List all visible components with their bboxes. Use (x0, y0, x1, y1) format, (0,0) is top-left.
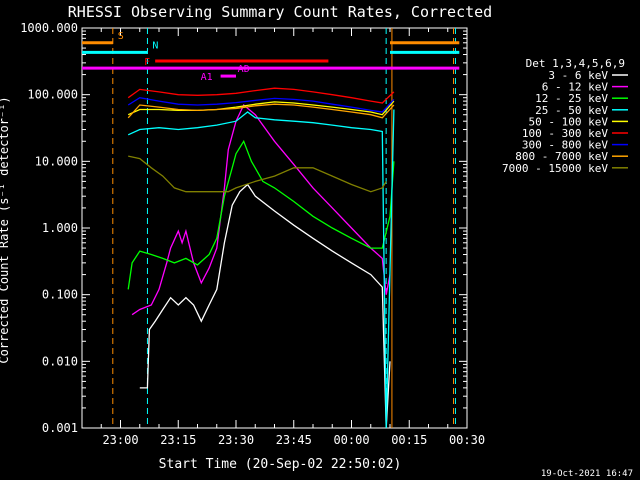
flag-label-s: S (118, 31, 124, 42)
x-axis-label: Start Time (20-Sep-02 22:50:02) (159, 457, 402, 472)
y-tick-label: 1.000 (42, 221, 78, 235)
x-tick-label: 00:00 (333, 433, 369, 447)
series-line (139, 183, 391, 429)
series-line (128, 155, 387, 193)
x-tick-label: 23:30 (218, 433, 254, 447)
flag-layer: S NF AD A1 (82, 31, 460, 83)
y-axis-label: Corrected Count Rate (s⁻¹ detector⁻¹) (0, 96, 11, 363)
legend-label: 100 - 300 keV (522, 127, 608, 140)
flag-label-ad: AD (238, 64, 250, 75)
series-line (127, 97, 395, 113)
series-layer (127, 87, 395, 429)
legend-label: 300 - 800 keV (522, 139, 608, 152)
chart-title: RHESSI Observing Summary Count Rates, Co… (68, 3, 492, 21)
series-line (131, 103, 391, 316)
y-tick-label: 0.001 (42, 421, 78, 435)
x-tick-label: 00:30 (449, 433, 485, 447)
x-tick-label: 23:45 (276, 433, 312, 447)
timestamp-footer: 19-Oct-2021 16:47 (541, 469, 633, 479)
flag-label-f: F (144, 57, 150, 68)
series-line (127, 139, 395, 290)
y-tick-label: 0.010 (42, 354, 78, 368)
y-tick-label: 10.000 (35, 154, 78, 168)
series-line (127, 109, 395, 429)
legend-label: 800 - 7000 keV (515, 150, 608, 163)
y-tick-label: 1000.000 (20, 21, 78, 35)
flag-label-n: N (152, 40, 158, 51)
series-line (127, 100, 395, 116)
x-tick-label: 23:15 (160, 433, 196, 447)
series-line (127, 103, 395, 119)
x-tick-label: 23:00 (102, 433, 138, 447)
y-tick-label: 0.100 (42, 288, 78, 302)
legend-label: 12 - 25 keV (535, 92, 608, 105)
legend-label: 50 - 100 keV (529, 115, 609, 128)
legend-label: 7000 - 15000 keV (502, 162, 608, 175)
legend-label: 3 - 6 keV (548, 69, 608, 82)
tick-layer: 0.001 0.010 0.100 1.000 10.000 100.000 1000.00… (20, 21, 485, 447)
series-line (127, 87, 395, 104)
legend-title: Det 1,3,4,5,6,9 (526, 57, 625, 70)
x-tick-label: 00:15 (391, 433, 427, 447)
flag-label-a1: A1 (201, 72, 213, 83)
legend-label: 25 - 50 keV (535, 104, 608, 117)
y-tick-label: 100.000 (27, 88, 78, 102)
legend-label: 6 - 12 keV (542, 81, 609, 94)
